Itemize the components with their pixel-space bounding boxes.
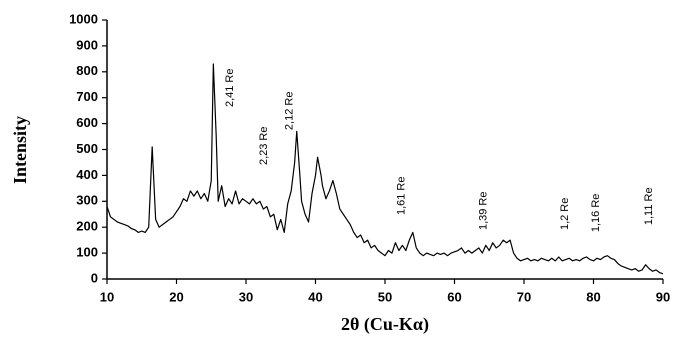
annotation: 1,16 Re	[590, 194, 602, 233]
annotation: 1,11 Re	[643, 187, 655, 225]
annotation: 1,39 Re	[478, 192, 490, 231]
y-axis-label: Intensity	[10, 116, 30, 184]
y-tick-label: 0	[91, 270, 98, 285]
y-tick-label: 400	[76, 167, 98, 182]
x-tick-label: 20	[169, 289, 183, 304]
x-tick-label: 80	[586, 289, 600, 304]
annotation: 2,41 Re	[224, 68, 236, 107]
annotation: 1,2 Re	[559, 198, 571, 230]
y-tick-label: 300	[76, 193, 98, 208]
annotation: 2,12 Re	[284, 92, 296, 131]
y-tick-label: 600	[76, 115, 98, 130]
y-tick-label: 800	[76, 63, 98, 78]
y-tick-label: 100	[76, 245, 98, 260]
y-tick-label: 1000	[69, 11, 98, 26]
y-tick-label: 700	[76, 89, 98, 104]
x-tick-label: 90	[656, 289, 670, 304]
x-tick-label: 30	[239, 289, 253, 304]
annotation: 1,61 Re	[396, 176, 408, 215]
y-tick-label: 500	[76, 141, 98, 156]
x-tick-label: 40	[308, 289, 322, 304]
diffraction-line	[106, 63, 664, 275]
x-tick-label: 60	[447, 289, 461, 304]
y-tick-label: 900	[76, 37, 98, 52]
x-tick-label: 10	[100, 289, 114, 304]
y-tick-label: 200	[76, 219, 98, 234]
annotation: 2,23 Re	[258, 127, 270, 166]
x-tick-label: 50	[378, 289, 392, 304]
x-tick-label: 70	[517, 289, 531, 304]
x-axis-label: 2θ (Cu-Kα)	[341, 314, 429, 335]
